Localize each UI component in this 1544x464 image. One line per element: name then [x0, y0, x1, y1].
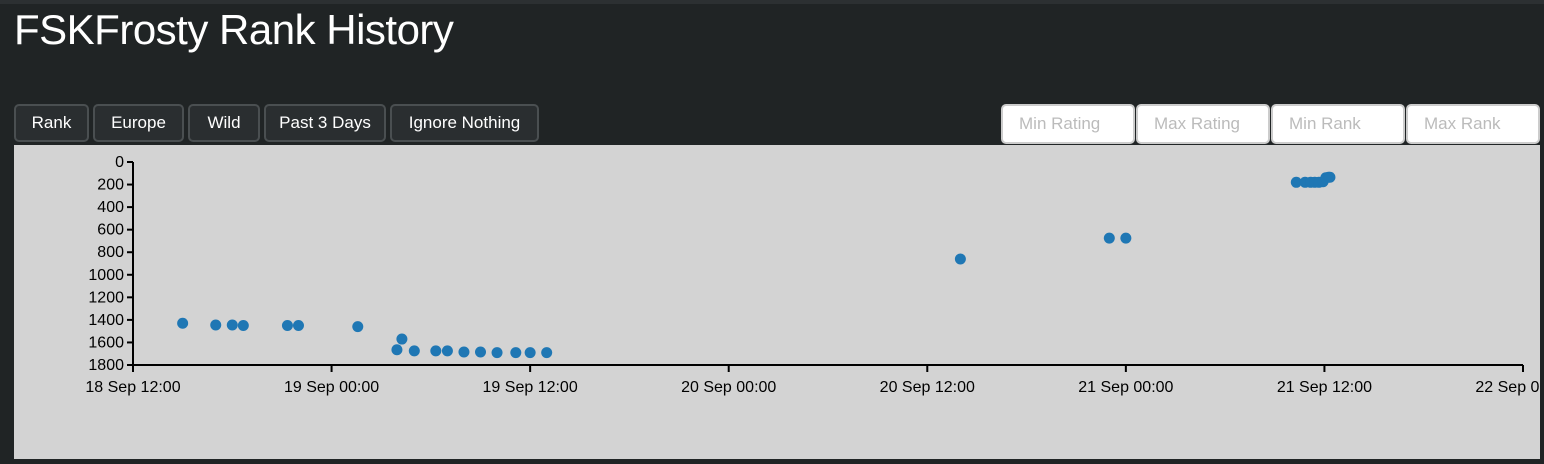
data-point — [541, 347, 553, 359]
data-point — [1103, 232, 1115, 244]
y-tick-label: 600 — [97, 222, 124, 239]
x-tick-label: 22 Sep 00:00 — [1475, 379, 1540, 396]
data-point — [954, 253, 966, 265]
y-tick-label: 1400 — [88, 312, 124, 329]
data-point — [430, 345, 442, 357]
data-point — [491, 347, 503, 359]
top-strip — [0, 0, 1544, 4]
y-tick-label: 400 — [97, 199, 124, 216]
y-tick-label: 0 — [115, 154, 124, 171]
data-point — [210, 319, 222, 331]
x-tick-label: 19 Sep 12:00 — [483, 379, 578, 396]
data-point — [458, 346, 470, 358]
x-tick-label: 18 Sep 12:00 — [85, 379, 180, 396]
max-rank-input[interactable] — [1406, 104, 1540, 144]
y-tick-label: 800 — [97, 244, 124, 261]
data-point — [1324, 171, 1336, 183]
x-tick-label: 21 Sep 12:00 — [1277, 379, 1372, 396]
y-tick-label: 200 — [97, 177, 124, 194]
chart-area: 0 200 400 600 800 1000 1200 1400 1600 1800 18 Sep … — [14, 145, 1544, 459]
max-rating-input[interactable] — [1136, 104, 1270, 144]
min-rating-input[interactable] — [1001, 104, 1135, 144]
y-tick-label: 1800 — [88, 357, 124, 374]
x-tick-label: 19 Sep 00:00 — [284, 379, 379, 396]
time-range-button[interactable]: Past 3 Days — [264, 104, 386, 142]
data-point — [396, 333, 408, 345]
rank-scatter-chart: 0 200 400 600 800 1000 1200 1400 1600 1800 18 Sep … — [85, 154, 1544, 396]
data-point — [510, 347, 522, 359]
region-europe-button[interactable]: Europe — [93, 104, 184, 142]
data-point — [475, 346, 486, 358]
data-point — [1290, 176, 1302, 188]
x-tick-label: 21 Sep 00:00 — [1078, 379, 1173, 396]
ignore-filter-button[interactable]: Ignore Nothing — [390, 104, 539, 142]
data-point — [352, 321, 364, 333]
metric-rank-button[interactable]: Rank — [14, 104, 89, 142]
page-title: FSKFrosty Rank History — [14, 6, 454, 53]
data-point — [177, 317, 189, 329]
y-tick-label: 1600 — [88, 334, 124, 351]
x-tick-label: 20 Sep 00:00 — [681, 379, 776, 396]
mode-wild-button[interactable]: Wild — [188, 104, 260, 142]
data-point — [226, 319, 238, 331]
min-rank-input[interactable] — [1271, 104, 1405, 144]
data-point — [441, 345, 453, 357]
data-point — [391, 344, 403, 356]
y-tick-label: 1000 — [88, 267, 124, 284]
data-point — [292, 320, 304, 332]
data-point — [1120, 232, 1132, 244]
y-tick-label: 1200 — [88, 289, 124, 306]
data-point — [281, 320, 293, 332]
data-point — [524, 347, 536, 359]
x-tick-label: 20 Sep 12:00 — [880, 379, 975, 396]
data-point — [237, 320, 249, 332]
data-point — [408, 345, 420, 357]
